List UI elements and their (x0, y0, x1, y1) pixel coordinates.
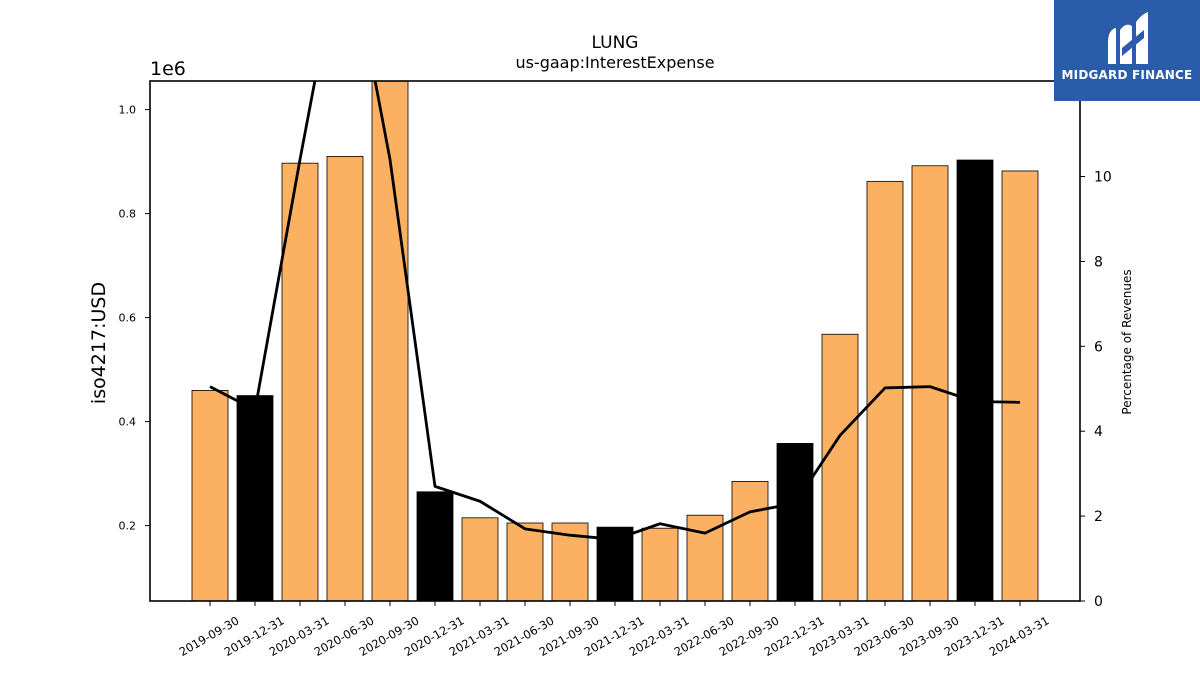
bars-layer (191, 81, 1039, 601)
y-tick-label: 0.6 (119, 312, 137, 325)
bar-2023-06-30 (866, 180, 904, 601)
y-tick-label: 1.0 (119, 104, 137, 117)
logo-text: MIDGARD FINANCE (1061, 68, 1193, 82)
bar-2023-12-31 (956, 159, 994, 601)
brand-logo: MIDGARD FINANCE (1054, 0, 1200, 101)
bar-2023-03-31 (821, 333, 859, 601)
y-axis-label: iso4217:USD (88, 282, 110, 404)
y-tick-label: 0.2 (119, 520, 137, 533)
line-layer (209, 81, 1021, 541)
bar-2020-03-31 (281, 162, 319, 601)
y2-tick-label: 0 (1094, 594, 1103, 610)
revenue-percentage-line (209, 81, 1021, 541)
y2-tick-label: 6 (1094, 339, 1103, 355)
bar-2020-06-30 (326, 155, 364, 601)
bar-2019-12-31 (236, 395, 274, 601)
bar-2022-03-31 (641, 527, 679, 601)
midgard-logo-icon (1108, 12, 1148, 65)
y-tick-label: 0.4 (119, 416, 137, 429)
bar-2021-03-31 (461, 517, 499, 601)
y2-axis-label: Percentage of Revenues (1120, 269, 1134, 414)
y2-tick-label: 2 (1094, 509, 1103, 525)
bar-2024-03-31 (1001, 170, 1039, 601)
chart-title: LUNG (592, 33, 639, 53)
bar-2021-06-30 (506, 522, 544, 601)
chart-subtitle: us-gaap:InterestExpense (515, 53, 714, 72)
bar-2023-09-30 (911, 165, 949, 601)
y2-tick-label: 8 (1094, 254, 1103, 270)
bar-2019-09-30 (191, 389, 229, 601)
y-multiplier-label: 1e6 (150, 58, 186, 80)
y2-tick-label: 4 (1094, 424, 1103, 440)
y-tick-label: 0.8 (119, 208, 137, 221)
bar-2020-12-31 (416, 491, 454, 601)
bar-2022-12-31 (776, 443, 814, 601)
bar-2022-09-30 (731, 480, 769, 601)
y2-tick-label: 10 (1094, 170, 1112, 186)
